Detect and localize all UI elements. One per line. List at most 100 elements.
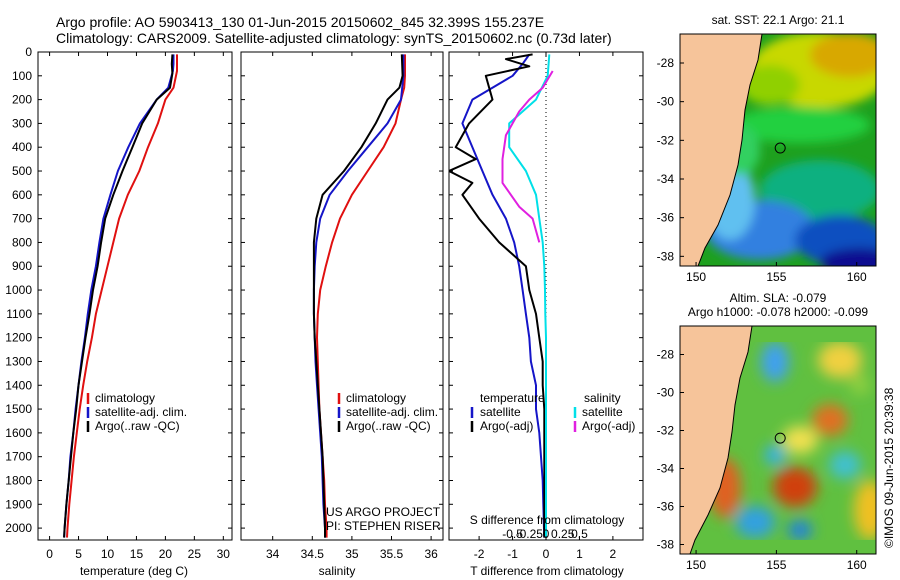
series-line-salinity-satellite: [508, 54, 551, 538]
x-tick-label: 0: [543, 547, 550, 561]
map-y-tick-label: -28: [657, 348, 675, 362]
sst-map-land: [680, 34, 763, 266]
difference-legend: temperature salinity satellite Argo(-adj…: [470, 391, 635, 433]
y-tick-label: 200: [12, 93, 32, 107]
x-tick-label: 34: [266, 547, 280, 561]
map-y-tick-label: -28: [657, 56, 675, 70]
map-y-tick-label: -38: [657, 249, 675, 263]
x-tick-label: 35: [345, 547, 359, 561]
map-y-tick-label: -30: [657, 386, 675, 400]
x-tick-label: 36: [424, 547, 438, 561]
x-tick-label: -2: [474, 547, 485, 561]
project-annotation: US ARGO PROJECT: [326, 505, 441, 519]
t-difference-axis-label: T difference from climatology: [470, 564, 624, 578]
y-tick-label: 1400: [5, 378, 32, 392]
y-tick-label: 1500: [5, 402, 32, 416]
temperature-legend: climatology satellite-adj. clim. Argo(..…: [86, 391, 187, 433]
y-tick-label: 2000: [5, 521, 32, 535]
argo-float-marker: [774, 142, 786, 154]
imos-credit: ©IMOS 09-Jun-2015 20:39:38: [882, 387, 896, 548]
map-y-tick-label: -34: [657, 172, 675, 186]
sst-map-frame: [679, 33, 877, 267]
x-tick-label: 10: [101, 547, 115, 561]
y-tick-label: 600: [12, 188, 32, 202]
legend-label-argo: Argo(..raw -QC): [346, 419, 431, 433]
legend-label-sal-argo: Argo(-adj): [582, 419, 635, 433]
x-tick-label: 25: [188, 547, 202, 561]
sla-map-title: Altim. SLA: -0.079: [730, 291, 827, 305]
salinity-legend: climatology satellite-adj. clim. Argo(..…: [326, 391, 441, 533]
x-tick-label: 1: [576, 547, 583, 561]
map-y-tick-label: -38: [657, 538, 675, 552]
map-x-tick-label: 155: [766, 558, 786, 572]
temperature-panel-frame: [37, 51, 233, 541]
legend-label-sal-satellite: satellite: [582, 405, 623, 419]
s-difference-axis-label: S difference from climatology: [470, 513, 625, 527]
x-tick-label: 30: [217, 547, 231, 561]
y-tick-label: 1000: [5, 283, 32, 297]
x-tick-label: 5: [75, 547, 82, 561]
map-y-tick-label: -34: [657, 462, 675, 476]
x-tick-label: 20: [159, 547, 173, 561]
top-tick-label: -0.25: [516, 527, 544, 541]
map-y-tick-label: -32: [657, 424, 675, 438]
y-tick-label: 1100: [6, 307, 32, 321]
series-line-temperature-satellite: [461, 53, 546, 538]
sla-map-frame: [679, 325, 877, 555]
sla-map: [680, 326, 876, 554]
map-x-tick-label: 160: [847, 270, 867, 284]
y-tick-label: 1700: [5, 450, 32, 464]
legend-label-argo: Argo(..raw -QC): [95, 419, 180, 433]
y-tick-label: 1900: [5, 497, 32, 511]
map-y-tick-label: -30: [657, 95, 675, 109]
top-tick-label: 0.5: [571, 527, 588, 541]
sst-map-title: sat. SST: 22.1 Argo: 21.1: [712, 13, 845, 27]
map-y-tick-label: -36: [657, 500, 675, 514]
x-tick-label: 34.5: [301, 547, 325, 561]
x-tick-label: 2: [610, 547, 617, 561]
temperature-axis-label: temperature (deg C): [80, 564, 188, 578]
series-line-argo-raw-qc-: [63, 54, 174, 538]
legend-group-temperature: temperature: [480, 391, 545, 405]
y-tick-label: 0: [25, 45, 32, 59]
map-x-tick-label: 160: [847, 558, 867, 572]
y-tick-label: 1800: [5, 473, 32, 487]
profile-header: Argo profile: AO 5903413_130 01-Jun-2015…: [56, 14, 545, 30]
x-tick-label: 35.5: [380, 547, 404, 561]
legend-label-temp-argo: Argo(-adj): [480, 419, 533, 433]
y-tick-label: 900: [12, 259, 32, 273]
series-line-temperature-argo-adj-: [449, 53, 546, 538]
series-line-salinity-argo-adj-: [501, 70, 554, 243]
climatology-header: Climatology: CARS2009. Satellite-adjuste…: [56, 30, 612, 46]
x-tick-label: 15: [130, 547, 144, 561]
legend-label-climatology: climatology: [95, 391, 155, 405]
salinity-axis-label: salinity: [319, 564, 356, 578]
pi-annotation: PI: STEPHEN RISER: [326, 519, 441, 533]
series-line-climatology: [66, 54, 178, 538]
y-tick-label: 1200: [5, 331, 32, 345]
sst-map: [680, 34, 876, 266]
series-line-argo-raw-qc-: [312, 54, 404, 538]
legend-label-satellite: satellite-adj. clim.: [346, 405, 438, 419]
argo-float-marker: [774, 432, 786, 444]
y-tick-label: 700: [12, 212, 32, 226]
y-tick-label: 400: [12, 140, 32, 154]
map-y-tick-label: -36: [657, 211, 675, 225]
sla-map-subtitle: Argo h1000: -0.078 h2000: -0.099: [688, 305, 868, 319]
top-tick-label: 0: [543, 527, 550, 541]
legend-label-climatology: climatology: [346, 391, 406, 405]
y-tick-label: 500: [12, 164, 32, 178]
top-tick-label: 0.25: [551, 527, 575, 541]
salinity-panel-frame: [240, 51, 444, 541]
legend-group-salinity: salinity: [584, 391, 621, 405]
y-tick-label: 1300: [5, 354, 32, 368]
y-tick-label: 300: [12, 116, 32, 130]
x-tick-label: -1: [507, 547, 518, 561]
map-x-tick-label: 155: [766, 270, 786, 284]
y-tick-label: 800: [12, 235, 32, 249]
y-tick-label: 1600: [5, 426, 32, 440]
map-x-tick-label: 150: [686, 558, 706, 572]
legend-label-temp-satellite: satellite: [480, 405, 521, 419]
legend-label-satellite: satellite-adj. clim.: [95, 405, 187, 419]
